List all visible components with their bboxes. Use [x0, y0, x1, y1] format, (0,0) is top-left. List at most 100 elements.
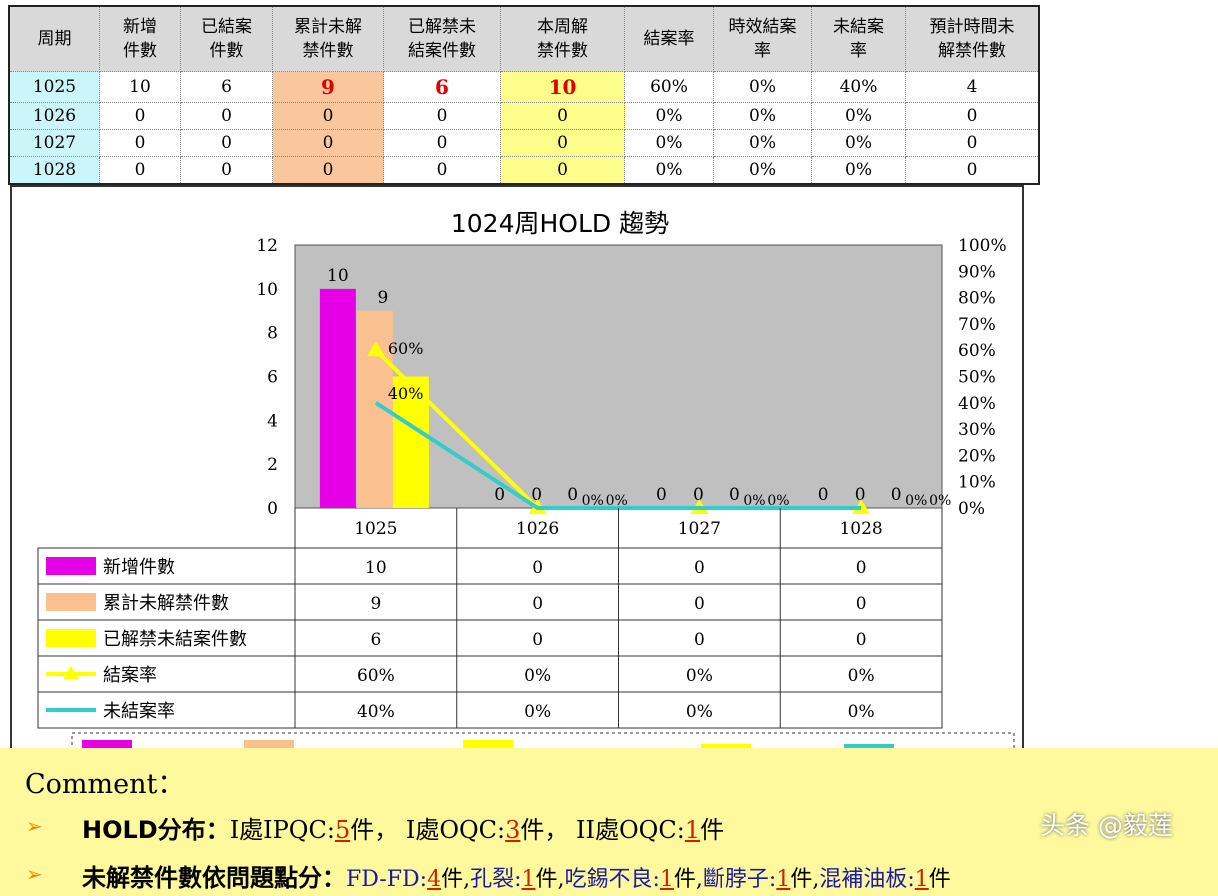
- table-cell: 0%: [811, 156, 906, 185]
- bar-新增件數: [319, 288, 356, 508]
- legend-label: 結案率: [103, 665, 157, 686]
- y-tick-label: 8: [267, 324, 278, 344]
- y2-tick-label: 20%: [958, 446, 996, 466]
- column-header: 已解禁未結案件數: [383, 5, 501, 72]
- y2-tick-label: 50%: [958, 368, 996, 388]
- count-value: 5: [334, 816, 351, 844]
- column-header: 預計時間未解禁件數: [905, 5, 1040, 72]
- y2-tick-label: 60%: [958, 341, 996, 361]
- data-label: 0: [656, 485, 667, 505]
- table-value: 0%: [686, 702, 713, 722]
- table-cell: 0: [500, 156, 625, 185]
- y-tick-label: 6: [267, 368, 278, 388]
- y-tick-label: 12: [256, 236, 278, 256]
- comment-text: 孔裂:: [470, 867, 522, 892]
- comment-text: 件,: [441, 867, 471, 892]
- hold-distribution-label: HOLD分布：: [82, 816, 230, 844]
- table-value: 6: [370, 630, 381, 650]
- count-value: 4: [427, 867, 442, 892]
- table-cell: 0%: [713, 102, 812, 130]
- table-cell: 0: [99, 156, 181, 185]
- data-label: 60%: [388, 339, 424, 358]
- table-cell: 0%: [811, 129, 906, 157]
- count-value: 3: [505, 816, 521, 844]
- column-header-label: 未結案率: [833, 17, 884, 61]
- table-value: 40%: [357, 702, 395, 722]
- table-cell: 10: [99, 71, 181, 103]
- summary-table: 周期 新增件數 已結案件數 累計未解禁件數 已解禁未結案件數 本周解禁件數 結案率 時效結案率…: [8, 5, 1040, 185]
- data-label: 0: [891, 485, 902, 505]
- data-label: 9: [377, 288, 388, 308]
- data-label: 0%: [743, 493, 765, 509]
- comment-text: 件， II處OQC:: [520, 816, 685, 844]
- chart-frame: [10, 185, 1024, 757]
- hold-trend-chart: 1024周HOLD 趨勢0246810120%10%20%30%40%50%60…: [37, 209, 1015, 750]
- y2-tick-label: 70%: [958, 315, 996, 335]
- data-label: 0%: [929, 493, 951, 509]
- data-label: 10: [327, 266, 349, 286]
- count-value: 1: [659, 867, 674, 892]
- legend-swatch: [82, 740, 132, 750]
- table-cell: 0: [905, 129, 1040, 157]
- table-row: 1028 0 0 0 0 0 0% 0% 0% 0: [8, 156, 1040, 185]
- legend-label: 累計未解禁件數: [103, 593, 229, 614]
- column-header-label: 時效結案率: [728, 17, 797, 61]
- legend-label: 未結案率: [103, 701, 175, 722]
- comment-text: 件: [928, 867, 951, 892]
- y2-tick-label: 10%: [958, 473, 996, 493]
- table-row: 1026 0 0 0 0 0 0% 0% 0% 0: [8, 102, 1040, 130]
- comment-text: 件， I處OQC:: [350, 816, 506, 844]
- table-cell: 1025: [8, 71, 100, 103]
- column-header-label: 已解禁未結案件數: [408, 17, 476, 61]
- data-label: 0: [729, 485, 740, 505]
- table-cell: 0%: [713, 156, 812, 185]
- data-label: 0: [693, 485, 704, 505]
- table-value: 0: [856, 630, 867, 650]
- comment-text: 件,: [673, 867, 703, 892]
- table-value: 0: [532, 594, 543, 614]
- legend-label: 已解禁未結案件數: [103, 629, 247, 650]
- table-cell: 10: [500, 71, 625, 103]
- legend-swatch: [244, 740, 294, 750]
- comment-text: I處IPQC:: [229, 816, 335, 844]
- data-label: 0: [494, 485, 505, 505]
- table-value: 0: [694, 558, 705, 578]
- column-header-label: 累計未解禁件數: [294, 17, 362, 61]
- bullet-icon: ➢: [26, 862, 43, 886]
- data-label: 40%: [388, 384, 424, 403]
- table-cell: 0: [383, 156, 501, 185]
- data-label: 0: [531, 485, 542, 505]
- column-header: 結案率: [624, 5, 714, 72]
- y2-tick-label: 90%: [958, 262, 996, 282]
- table-cell: 1028: [8, 156, 100, 185]
- table-cell: 0: [905, 102, 1040, 130]
- y2-tick-label: 100%: [958, 236, 1007, 256]
- data-label: 0: [818, 485, 829, 505]
- column-header-label: 結案率: [643, 29, 695, 49]
- legend-swatch: [46, 557, 96, 575]
- y2-tick-label: 30%: [958, 420, 996, 440]
- count-value: 1: [521, 867, 536, 892]
- y2-tick-label: 0%: [958, 499, 985, 519]
- legend-swatch: [46, 593, 96, 611]
- issue-breakdown-line: 未解禁件數依問題點分：FD-FD:4件,孔裂:1件,吃錫不良:1件,斷脖子:1件…: [82, 858, 951, 893]
- table-value: 0: [856, 594, 867, 614]
- table-cell: 9: [272, 71, 384, 103]
- table-value: 0%: [524, 702, 551, 722]
- comment-text: 件,: [790, 867, 820, 892]
- table-cell: 0: [272, 156, 384, 185]
- table-cell: 1027: [8, 129, 100, 157]
- data-label: 0: [567, 485, 578, 505]
- table-value: 60%: [357, 666, 395, 686]
- y2-tick-label: 80%: [958, 289, 996, 309]
- issue-breakdown-label: 未解禁件數依問題點分：: [82, 864, 346, 892]
- count-value: 1: [776, 867, 791, 892]
- legend-swatch: [463, 740, 513, 750]
- table-value: 0: [856, 558, 867, 578]
- table-cell: 6: [180, 71, 273, 103]
- table-value: 0%: [686, 666, 713, 686]
- table-cell: 0%: [713, 129, 812, 157]
- x-tick-label: 1025: [354, 519, 397, 539]
- table-value: 0: [694, 630, 705, 650]
- x-tick-label: 1027: [678, 519, 721, 539]
